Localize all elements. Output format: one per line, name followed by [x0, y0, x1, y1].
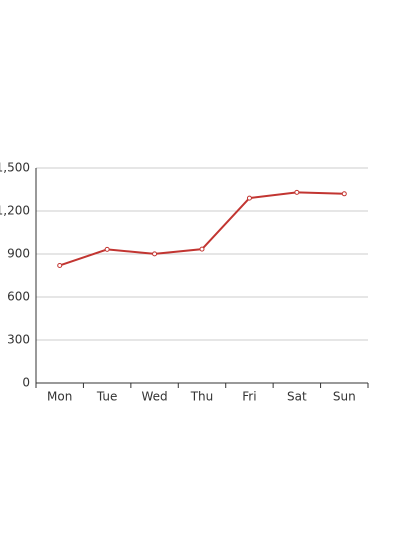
- x-tick-label: Fri: [242, 390, 256, 404]
- y-tick-label: 0: [22, 376, 30, 390]
- y-tick-label: 900: [7, 247, 30, 261]
- y-tick-label: 1,200: [0, 204, 30, 218]
- point: [199, 246, 205, 252]
- point: [104, 246, 110, 252]
- y-tick-label: 600: [7, 290, 30, 304]
- point: [152, 251, 158, 257]
- x-tick-label: Sun: [333, 390, 356, 404]
- x-tick-label: Tue: [96, 390, 118, 404]
- y-tick-label: 300: [7, 333, 30, 347]
- x-tick-label: Sat: [287, 390, 307, 404]
- y-tick-label: 1,500: [0, 161, 30, 175]
- x-tick-label: Mon: [47, 390, 72, 404]
- x-tick-label: Thu: [190, 390, 214, 404]
- point: [294, 189, 300, 195]
- x-tick-label: Wed: [141, 390, 167, 404]
- point: [246, 195, 252, 201]
- line: [59, 191, 345, 267]
- point: [57, 262, 63, 268]
- point: [341, 191, 347, 197]
